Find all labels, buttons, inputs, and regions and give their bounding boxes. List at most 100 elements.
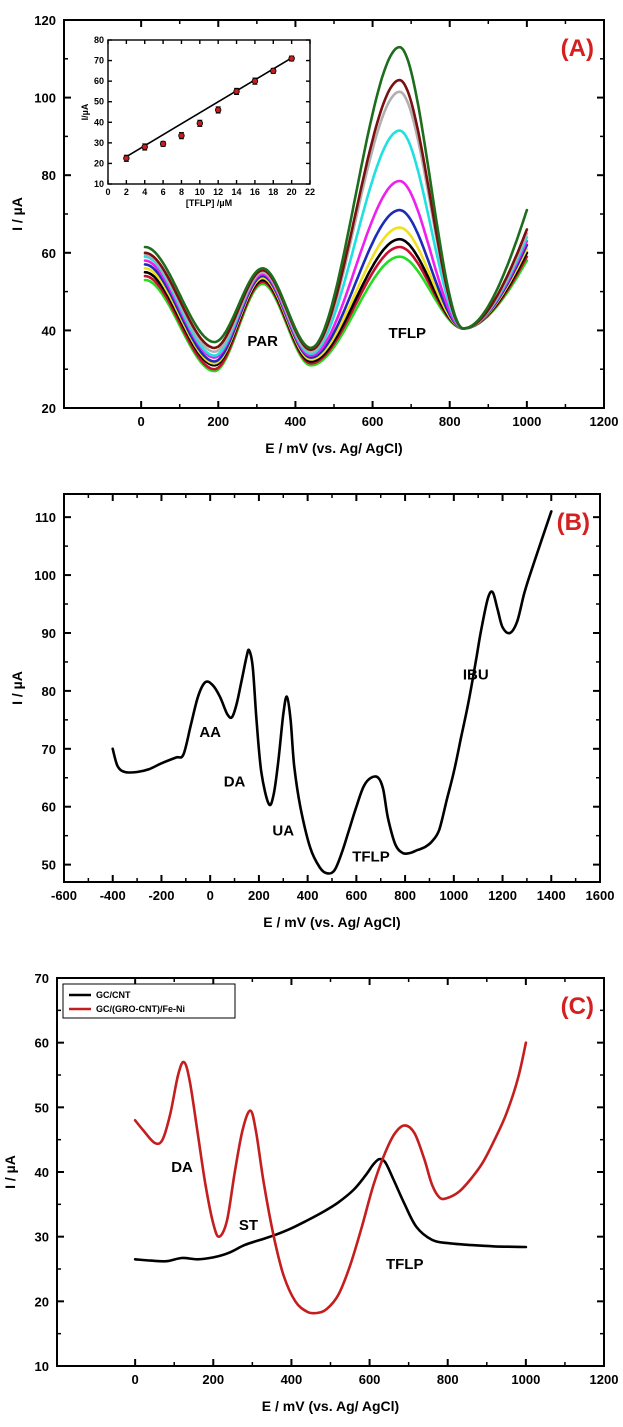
x-tick-label: 600: [346, 888, 368, 903]
y-tick-label: 30: [35, 1230, 49, 1245]
x-tick-label: 22: [305, 187, 315, 197]
x-tick-label: 20: [287, 187, 297, 197]
y-tick-label: 80: [42, 684, 56, 699]
x-tick-label: 800: [437, 1372, 459, 1387]
x-tick-label: 0: [138, 414, 145, 429]
fit-line: [125, 57, 293, 158]
series-group: [143, 45, 529, 373]
inset-bg: [108, 40, 310, 184]
y-axis-title: I / µA: [9, 197, 25, 231]
data-point: [123, 155, 130, 162]
data-point: [196, 120, 204, 127]
y-tick-label: 70: [94, 56, 104, 66]
y-axis-title: I / µA: [2, 1155, 18, 1189]
x-tick-label: 1200: [488, 888, 517, 903]
data-point: [288, 55, 295, 62]
x-tick-label: 1000: [511, 1372, 540, 1387]
y-tick-label: 20: [35, 1294, 49, 1309]
plot-frame: [63, 493, 601, 883]
data-point: [251, 77, 259, 85]
legend-entry: GC/(GRO-CNT)/Fe-Ni: [96, 1004, 185, 1014]
peak-label: PAR: [247, 333, 278, 350]
series-line-10: [143, 45, 529, 350]
peak-label: TFLP: [389, 325, 427, 342]
x-tick-label: 800: [439, 414, 461, 429]
plot-frame: [107, 39, 311, 185]
y-tick-label: 10: [94, 179, 104, 189]
y-tick-label: 20: [42, 401, 56, 416]
y-tick-label: 120: [34, 13, 56, 28]
peak-label: IBU: [463, 666, 489, 683]
peak-label: AA: [199, 724, 221, 741]
y-tick-label: 10: [35, 1359, 49, 1374]
x-tick-label: 0: [207, 888, 214, 903]
peak-label: DA: [171, 1159, 193, 1176]
inset-chart: 0 2 4 6 8 10 12 14 16 18 20 22 10 20 30 40 50 60 70 80 [TFLP…: [80, 35, 315, 208]
series-group: [133, 1041, 528, 1315]
y-tick-label: 20: [94, 158, 104, 168]
y-tick-label: 60: [42, 800, 56, 815]
y-tick-label: 80: [94, 35, 104, 45]
series-line-2: [133, 1041, 528, 1315]
y-tick-label: 110: [35, 510, 56, 525]
chart-panel-b: -600 -400 -200 0 200 400 600 800 1000 1200 1400 160…: [9, 493, 615, 930]
peak-label: ST: [239, 1217, 258, 1234]
x-tick-label: -600: [51, 888, 77, 903]
x-tick-label: 2: [124, 187, 129, 197]
data-point: [270, 67, 277, 75]
panel-label: (C): [561, 993, 594, 1020]
legend-box: [62, 983, 236, 1019]
x-axis-title: E / mV (vs. Ag/ AgCl): [262, 1398, 399, 1414]
y-tick-label: 80: [42, 168, 56, 183]
y-tick-label: 40: [35, 1165, 49, 1180]
peak-label: TFLP: [352, 849, 390, 866]
y-tick-label: 100: [34, 91, 56, 106]
x-tick-label: 6: [161, 187, 166, 197]
x-tick-label: 14: [232, 187, 242, 197]
y-tick-label: 60: [35, 1036, 49, 1051]
x-tick-label: 200: [202, 1372, 224, 1387]
x-tick-label: 0: [105, 187, 110, 197]
series-line-1: [133, 1157, 528, 1263]
x-tick-label: 18: [268, 187, 278, 197]
y-tick-label: 50: [42, 858, 56, 873]
x-tick-label: 1400: [537, 888, 566, 903]
peak-label: DA: [224, 773, 246, 790]
x-axis-title: E / mV (vs. Ag/ AgCl): [263, 914, 400, 930]
peak-label: TFLP: [386, 1256, 424, 1273]
x-tick-label: 4: [142, 187, 147, 197]
y-axis-title: I / µA: [9, 671, 25, 705]
data-point: [214, 106, 222, 114]
y-tick-label: 50: [94, 97, 104, 107]
panel-label: (B): [557, 509, 590, 536]
x-tick-label: -400: [100, 888, 126, 903]
legend: GC/CNT GC/(GRO-CNT)/Fe-Ni: [62, 983, 236, 1019]
chart-panel-c: 0 200 400 600 800 1000 1200 10 20 30 40 50 60 70 E / m…: [2, 971, 618, 1414]
data-point: [159, 140, 167, 148]
x-tick-label: -200: [148, 888, 174, 903]
x-tick-label: 200: [207, 414, 229, 429]
inset-y-title: I/µA: [80, 103, 90, 120]
x-tick-label: 1200: [590, 1372, 619, 1387]
y-tick-label: 60: [42, 246, 56, 261]
x-tick-label: 10: [195, 187, 205, 197]
data-point: [233, 88, 240, 95]
x-tick-label: 0: [132, 1372, 139, 1387]
x-tick-label: 200: [248, 888, 270, 903]
y-tick-label: 90: [42, 626, 56, 641]
y-tick-label: 70: [35, 971, 49, 986]
x-tick-label: 600: [359, 1372, 381, 1387]
peak-label: UA: [272, 823, 294, 840]
x-tick-label: 1000: [439, 888, 468, 903]
y-tick-label: 60: [94, 76, 104, 86]
y-tick-label: 30: [94, 138, 104, 148]
series-group: [111, 510, 553, 875]
x-tick-label: 800: [394, 888, 416, 903]
y-tick-label: 40: [42, 323, 56, 338]
series-line-1: [111, 510, 553, 875]
y-tick-label: 50: [35, 1100, 49, 1115]
x-tick-label: 1600: [586, 888, 615, 903]
legend-entry: GC/CNT: [96, 990, 131, 1000]
